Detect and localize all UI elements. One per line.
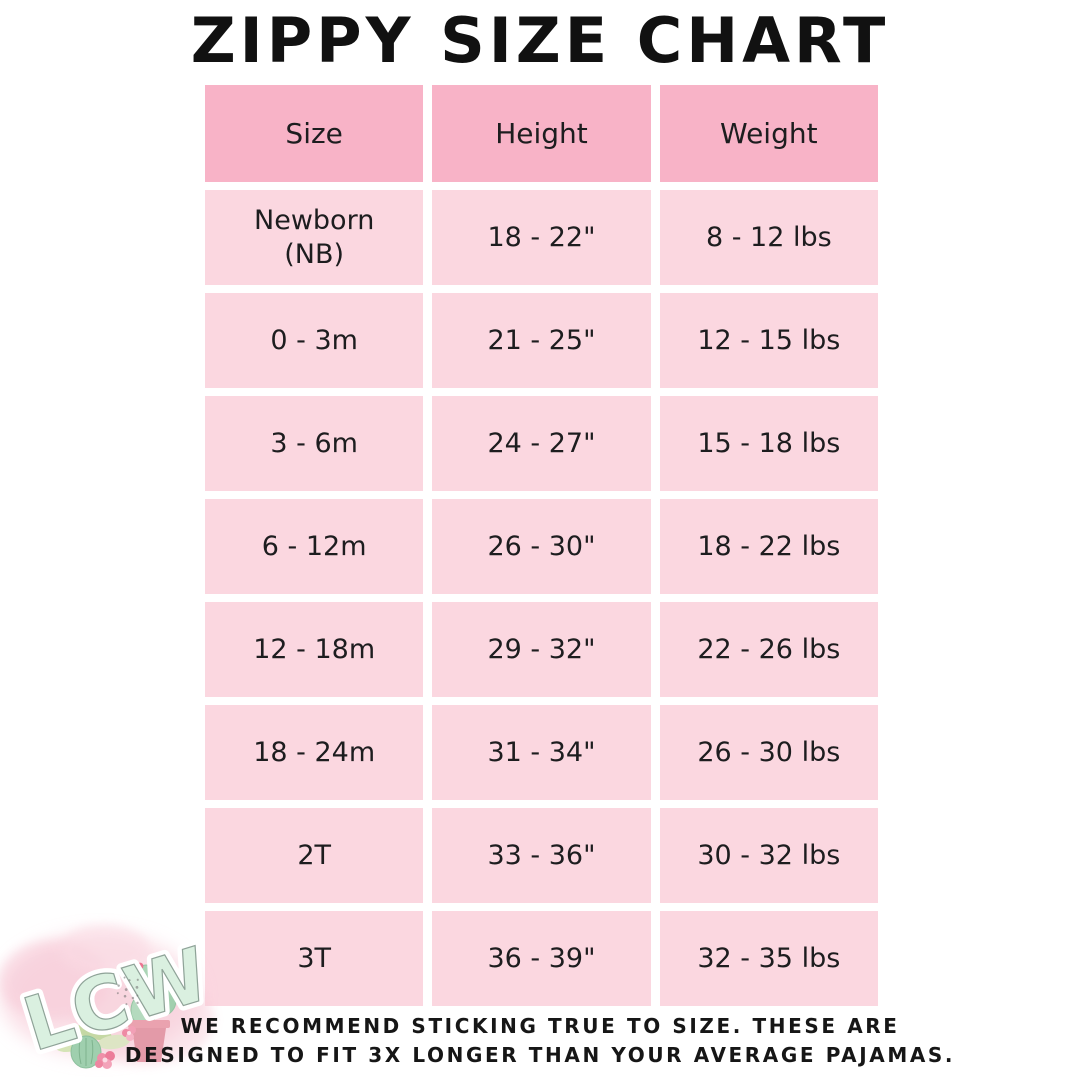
height-cell: 26 - 30" (432, 499, 651, 594)
glitter-speckles (116, 976, 139, 1006)
size-cell: 0 - 3m (205, 293, 424, 388)
size-cell: 2T (205, 808, 424, 903)
weight-cell: 26 - 30 lbs (659, 705, 878, 800)
page-title: ZIPPY SIZE CHART (190, 4, 890, 77)
footer-line-1: WE RECOMMEND STICKING TRUE TO SIZE. THES… (180, 1014, 900, 1038)
footer-note: WE RECOMMEND STICKING TRUE TO SIZE. THES… (0, 1012, 1080, 1070)
size-chart-table: Size Height Weight Newborn (NB) 18 - 22"… (205, 85, 878, 1006)
weight-cell: 15 - 18 lbs (659, 396, 878, 491)
height-cell: 31 - 34" (432, 705, 651, 800)
footer-line-2: DESIGNED TO FIT 3X LONGER THAN YOUR AVER… (124, 1043, 956, 1067)
size-cell: Newborn (NB) (205, 190, 424, 285)
weight-cell: 18 - 22 lbs (659, 499, 878, 594)
weight-cell: 8 - 12 lbs (659, 190, 878, 285)
column-header-size: Size (205, 85, 424, 182)
size-cell: 3T (205, 911, 424, 1006)
column-header-weight: Weight (659, 85, 878, 182)
weight-cell: 12 - 15 lbs (659, 293, 878, 388)
weight-cell: 22 - 26 lbs (659, 602, 878, 697)
size-cell: 18 - 24m (205, 705, 424, 800)
size-cell: 12 - 18m (205, 602, 424, 697)
weight-cell: 32 - 35 lbs (659, 911, 878, 1006)
weight-cell: 30 - 32 lbs (659, 808, 878, 903)
height-cell: 33 - 36" (432, 808, 651, 903)
height-cell: 24 - 27" (432, 396, 651, 491)
height-cell: 21 - 25" (432, 293, 651, 388)
size-cell: 3 - 6m (205, 396, 424, 491)
size-cell: 6 - 12m (205, 499, 424, 594)
height-cell: 36 - 39" (432, 911, 651, 1006)
height-cell: 18 - 22" (432, 190, 651, 285)
height-cell: 29 - 32" (432, 602, 651, 697)
column-header-height: Height (432, 85, 651, 182)
